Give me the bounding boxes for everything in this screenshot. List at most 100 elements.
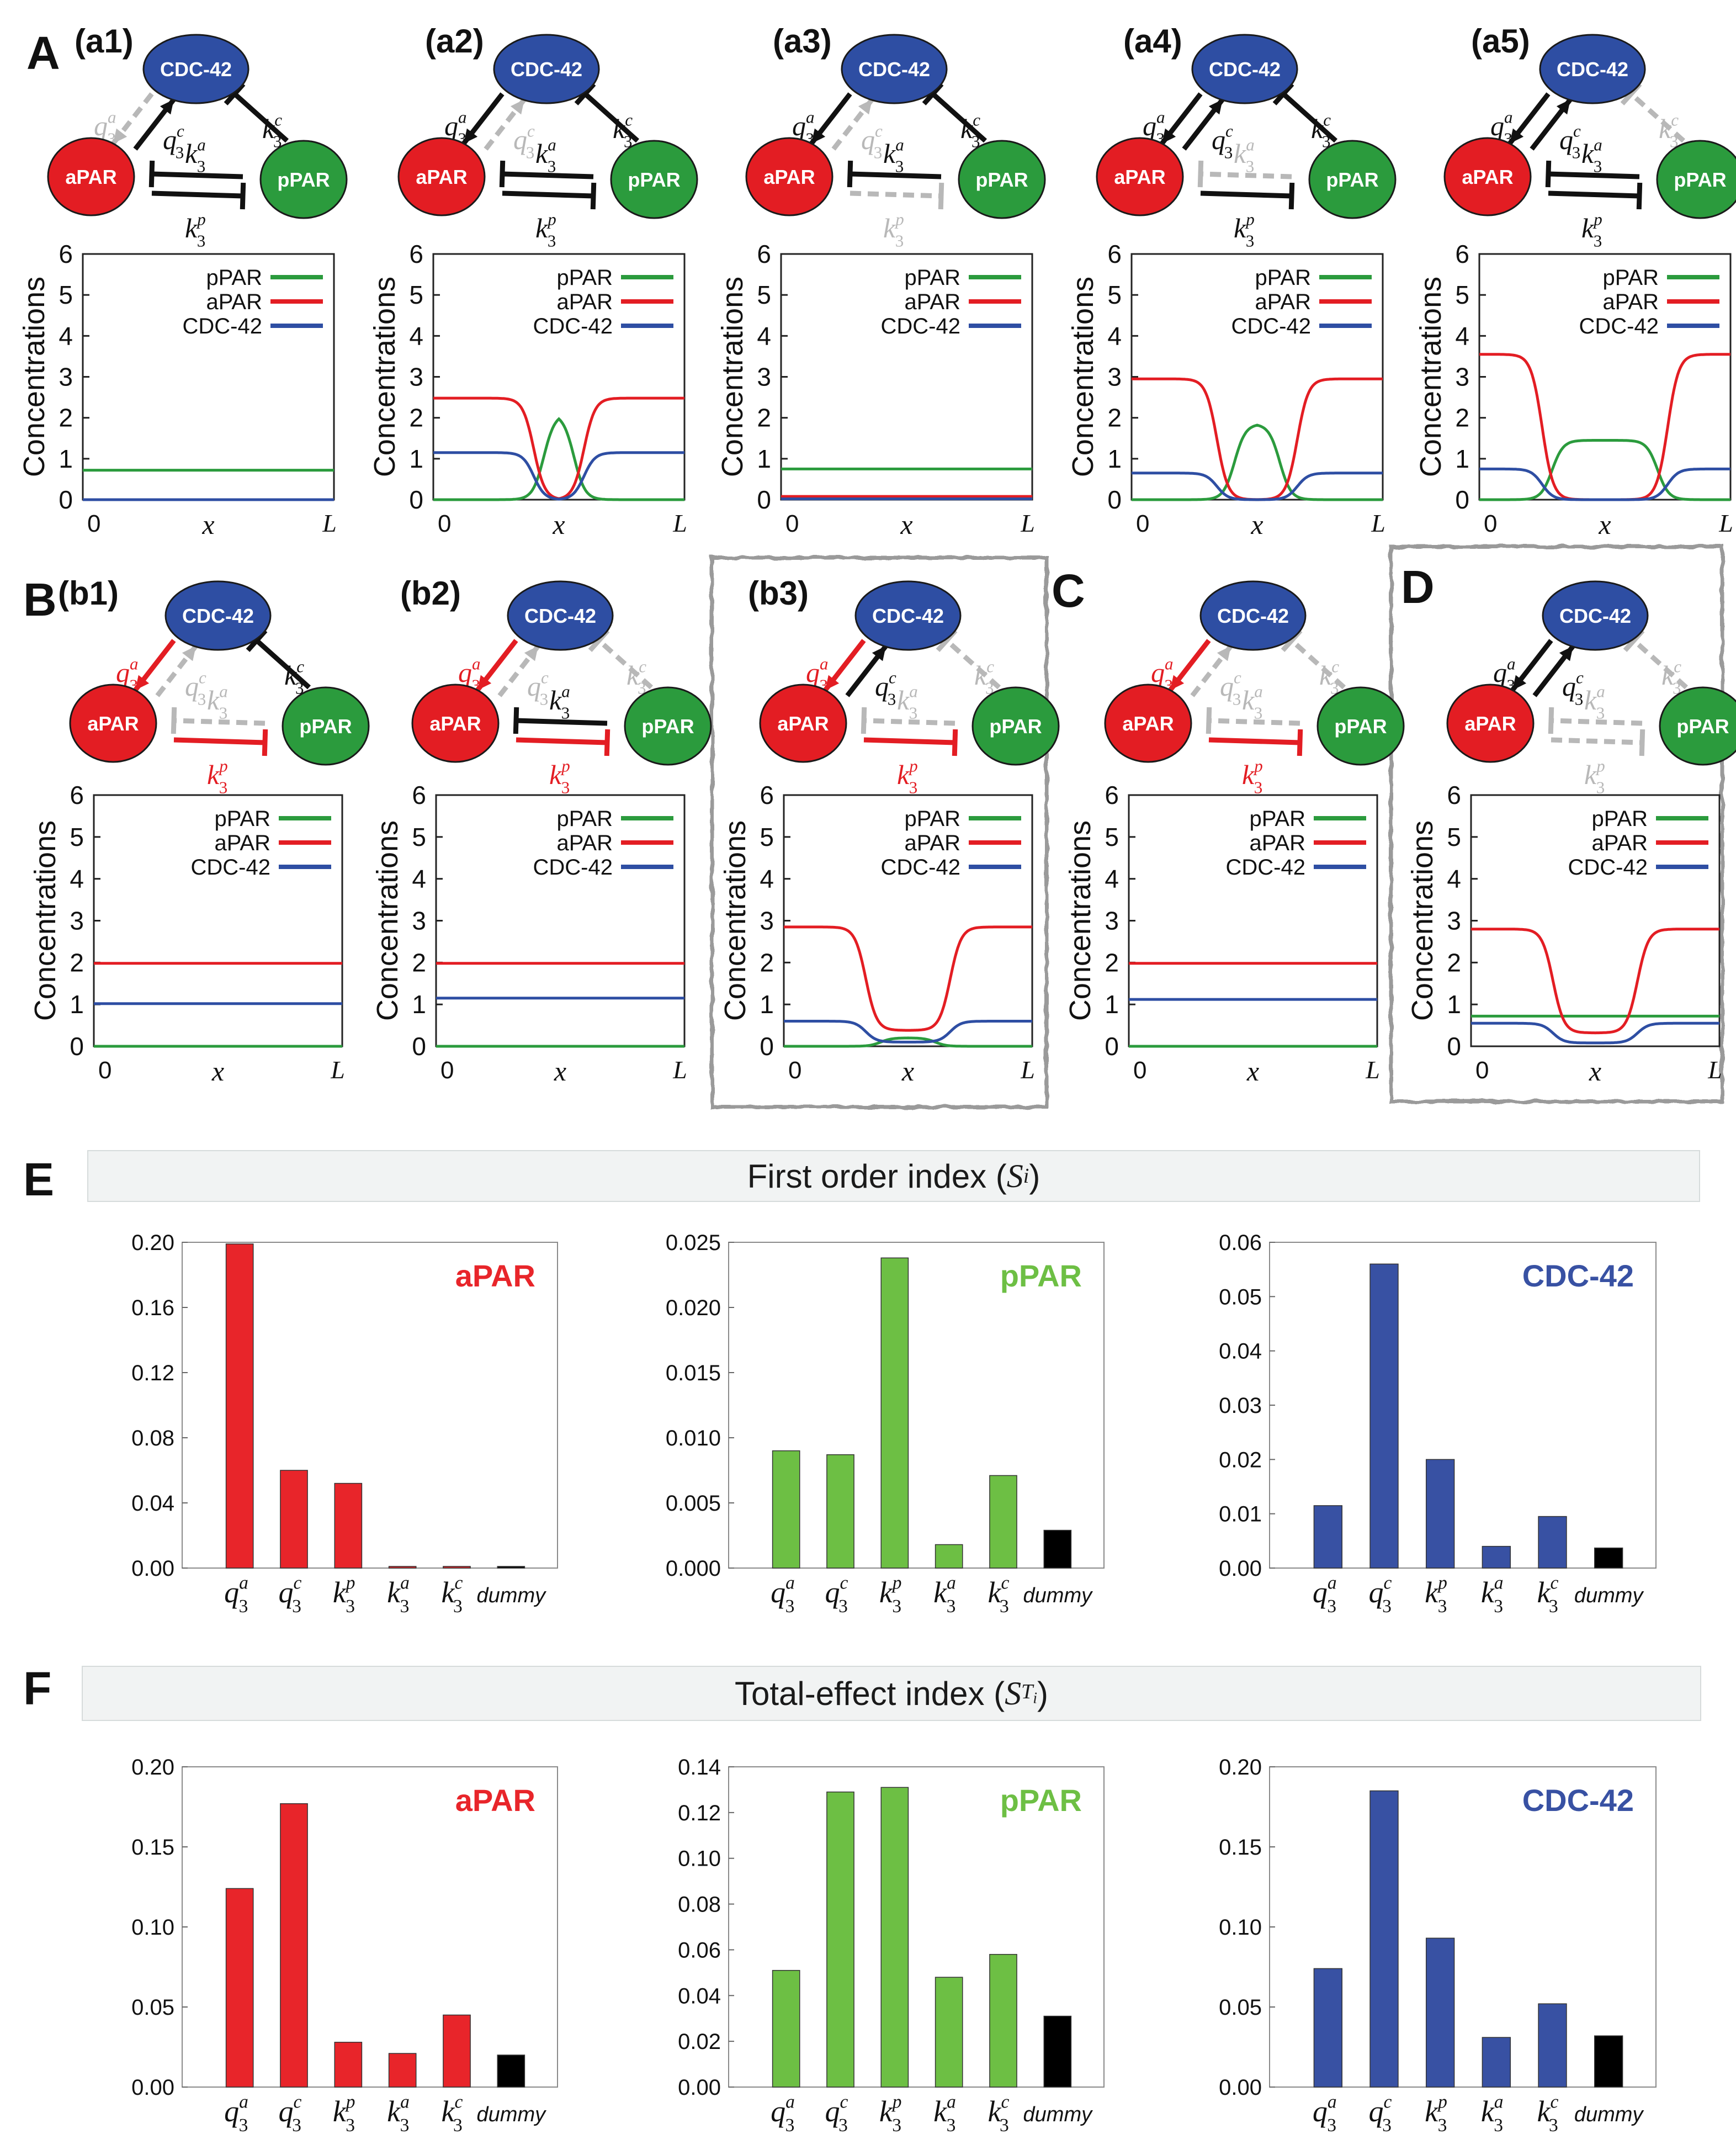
y-tick-label: 2 bbox=[70, 948, 84, 977]
k3a-label: ka 3 bbox=[1584, 682, 1605, 723]
series-line-ppar bbox=[1132, 423, 1383, 501]
k3p-edge bbox=[151, 190, 243, 199]
x-end-label: L bbox=[1371, 509, 1385, 537]
y-tick-label: 0.14 bbox=[678, 1755, 721, 1780]
k3c-label: kc 3 bbox=[284, 657, 304, 698]
k3c-label: kc 3 bbox=[960, 110, 980, 151]
y-axis-label: Concentrations bbox=[1066, 277, 1100, 477]
x-start-label: 0 bbox=[1475, 1057, 1489, 1084]
apar-node bbox=[745, 137, 834, 216]
y-tick-label: 6 bbox=[70, 781, 84, 809]
k3a-edge bbox=[850, 171, 942, 179]
x-tick-label: kc 3 bbox=[1537, 2092, 1559, 2136]
x-tick-label: ka 3 bbox=[387, 1573, 410, 1617]
y-axis-label: Concentrations bbox=[29, 820, 62, 1021]
apar-node bbox=[47, 137, 135, 216]
k3c-edge bbox=[944, 638, 1001, 690]
q3a-edge-head bbox=[1512, 675, 1527, 690]
k3p-label: kp 3 bbox=[883, 210, 904, 251]
y-tick-label: 0.20 bbox=[1219, 1755, 1262, 1780]
q3a-edge-head bbox=[1162, 128, 1176, 144]
legend-label: pPAR bbox=[904, 807, 960, 831]
panel-label-a4: (a4) bbox=[1123, 23, 1182, 60]
panel-letter-e: E bbox=[23, 1153, 55, 1205]
ppar-node-label: pPAR bbox=[628, 168, 680, 191]
y-axis-label: Concentrations bbox=[18, 277, 51, 477]
y-tick-label: 1 bbox=[1105, 990, 1119, 1019]
panel-label-a2: (a2) bbox=[425, 23, 484, 60]
bar-dummy bbox=[497, 2054, 525, 2088]
k3c-edge bbox=[1281, 92, 1338, 143]
y-tick-label: 5 bbox=[412, 823, 426, 851]
y-tick-label: 0.06 bbox=[1219, 1231, 1262, 1255]
y-tick-label: 0.00 bbox=[131, 1556, 174, 1581]
apar-node-label: aPAR bbox=[763, 166, 815, 188]
x-axis-label: x bbox=[1589, 1056, 1601, 1087]
y-tick-label: 4 bbox=[59, 321, 73, 350]
q3c-edge-head bbox=[1559, 646, 1573, 661]
k3c-edge bbox=[1629, 92, 1686, 143]
y-tick-label: 4 bbox=[412, 865, 426, 893]
q3c-edge bbox=[497, 644, 540, 697]
apar-node-label: aPAR bbox=[65, 166, 116, 188]
y-tick-label: 0 bbox=[760, 1032, 774, 1061]
k3a-label: ka 3 bbox=[883, 135, 904, 176]
k3p-edge bbox=[502, 190, 594, 199]
y-tick-label: 0.12 bbox=[678, 1801, 721, 1825]
legend-label: CDC-42 bbox=[533, 314, 613, 338]
q3c-label: qc 3 bbox=[875, 668, 896, 709]
panel-letter-d: D bbox=[1401, 561, 1435, 613]
k3a-edge-bar bbox=[148, 160, 155, 188]
x-tick-label: dummy bbox=[1574, 1584, 1644, 1607]
y-axis-label: Concentrations bbox=[1414, 277, 1447, 477]
cdc42-node bbox=[1191, 34, 1298, 104]
y-tick-label: 0.00 bbox=[131, 2075, 174, 2100]
q3c-edge-head bbox=[858, 99, 872, 115]
bar-k3c bbox=[989, 1953, 1017, 2088]
k3c-edge bbox=[583, 92, 640, 143]
y-tick-label: 0.20 bbox=[131, 1231, 174, 1255]
y-axis-label: Concentrations bbox=[1406, 820, 1439, 1021]
bar-q3a bbox=[1313, 1968, 1343, 2088]
panel-label-a3: (a3) bbox=[773, 23, 832, 60]
y-tick-label: 2 bbox=[1105, 948, 1119, 977]
legend-label: aPAR bbox=[206, 290, 262, 314]
y-tick-label: 0.15 bbox=[131, 1835, 174, 1860]
total-effect-title: Total-effect index ( S Ti ) bbox=[734, 1675, 1049, 1712]
y-tick-label: 6 bbox=[409, 240, 423, 268]
x-start-label: 0 bbox=[87, 510, 100, 537]
k3p-edge bbox=[1551, 737, 1643, 745]
y-tick-label: 3 bbox=[1447, 907, 1461, 935]
k3p-label: kp 3 bbox=[897, 756, 918, 797]
ppar-node bbox=[259, 140, 348, 219]
k3p-label: kp 3 bbox=[1234, 210, 1255, 251]
y-tick-label: 1 bbox=[409, 444, 423, 473]
y-tick-label: 0 bbox=[1455, 485, 1469, 514]
cdc42-node-label: CDC-42 bbox=[1209, 58, 1281, 81]
series-line-apar bbox=[1132, 377, 1383, 501]
bar-k3c bbox=[443, 1566, 471, 1569]
cdc42-node-label: CDC-42 bbox=[524, 605, 596, 627]
q3c-edge-head bbox=[1217, 646, 1231, 661]
bar-dummy bbox=[1043, 1529, 1072, 1569]
x-end-label: L bbox=[322, 509, 337, 537]
x-tick-label: kc 3 bbox=[988, 2092, 1010, 2136]
panel-letter-b: B bbox=[23, 574, 57, 626]
y-tick-label: 6 bbox=[1455, 240, 1469, 268]
legend-label: pPAR bbox=[556, 807, 613, 831]
bar-chart-title: pPAR bbox=[1000, 1258, 1082, 1293]
cdc42-node-label: CDC-42 bbox=[1217, 605, 1289, 627]
x-start-label: 0 bbox=[98, 1057, 112, 1084]
ppar-node bbox=[1316, 686, 1405, 766]
y-tick-label: 5 bbox=[1105, 823, 1119, 851]
ppar-node-label: pPAR bbox=[299, 715, 352, 738]
x-tick-label: dummy bbox=[477, 1584, 547, 1607]
k3a-label: ka 3 bbox=[1581, 135, 1602, 176]
bar-k3p bbox=[1426, 1459, 1455, 1569]
